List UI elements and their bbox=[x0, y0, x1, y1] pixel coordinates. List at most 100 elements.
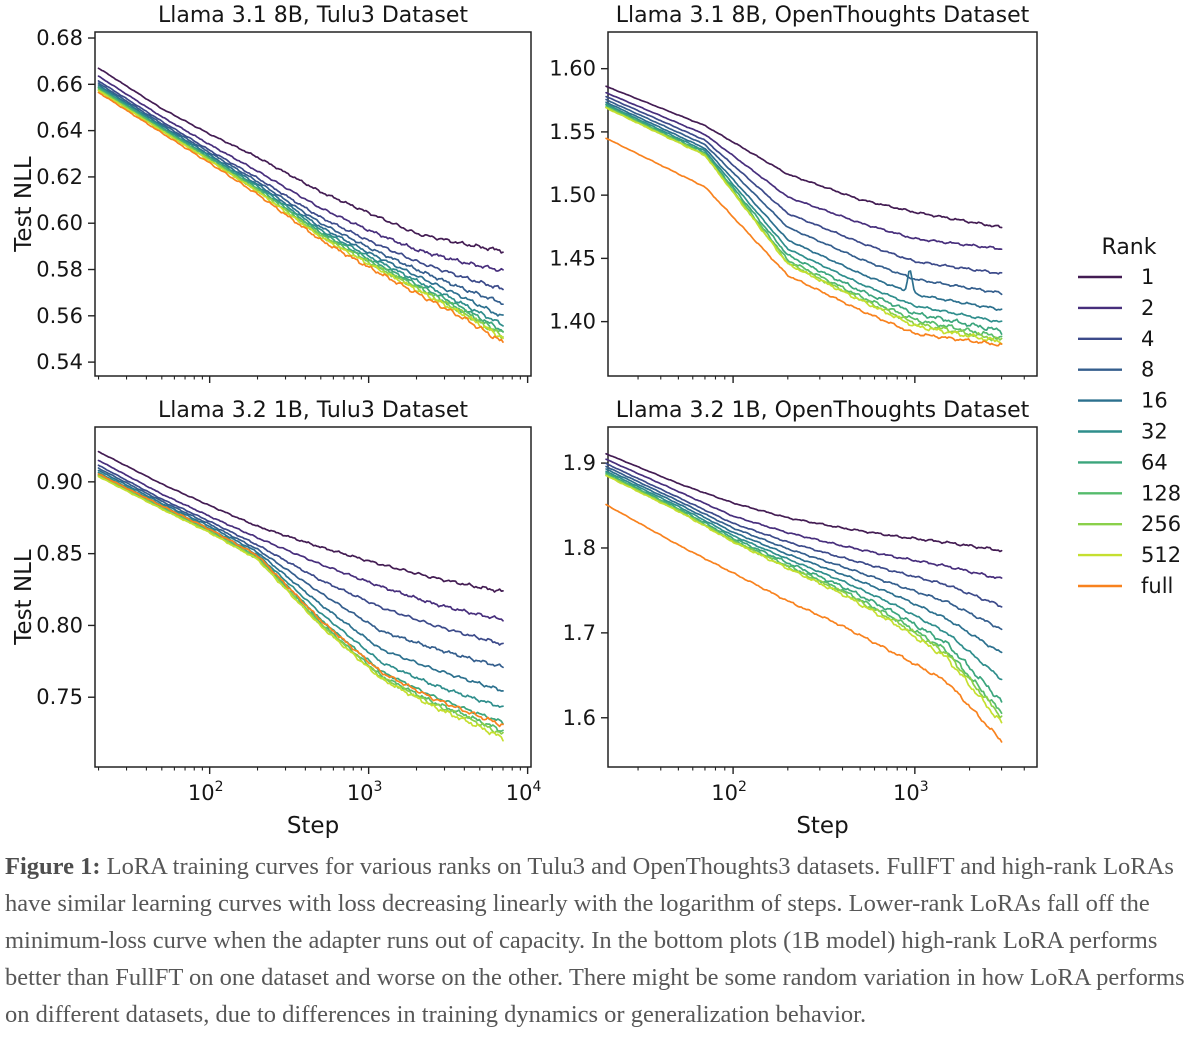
legend-entry-32: 32 bbox=[1078, 420, 1168, 444]
series-rank-full bbox=[605, 503, 1003, 743]
legend-label: 256 bbox=[1141, 512, 1181, 536]
series-rank-full bbox=[97, 473, 504, 728]
y-tick-label: 1.7 bbox=[563, 621, 596, 645]
x-axis-label: Step bbox=[287, 813, 339, 839]
y-tick-label: 0.64 bbox=[36, 119, 83, 143]
x-axis bbox=[97, 376, 529, 383]
axes-frame bbox=[94, 31, 532, 377]
legend-label: 32 bbox=[1141, 420, 1168, 444]
y-tick-label: 1.40 bbox=[549, 310, 596, 334]
legend-label: 16 bbox=[1141, 389, 1168, 413]
y-tick-label: 0.58 bbox=[36, 258, 83, 282]
legend-entry-256: 256 bbox=[1078, 512, 1181, 536]
series-rank-8 bbox=[97, 467, 504, 669]
series-rank-1 bbox=[97, 450, 504, 593]
series-rank-64 bbox=[605, 104, 1003, 335]
y-axis-label: Test NLL bbox=[11, 549, 37, 646]
y-tick-label: 1.50 bbox=[549, 183, 596, 207]
series-rank-2 bbox=[97, 75, 504, 272]
series-rank-1 bbox=[605, 452, 1003, 553]
y-tick-label: 1.9 bbox=[563, 451, 596, 475]
y-tick-label: 0.62 bbox=[36, 165, 83, 189]
plot-title: Llama 3.2 1B, Tulu3 Dataset bbox=[158, 398, 468, 423]
plot-llama-3-2-1b-openthoughts: Llama 3.2 1B, OpenThoughts Dataset 1.6 1.7… bbox=[563, 398, 1038, 839]
y-tick-label: 1.8 bbox=[563, 536, 596, 560]
y-tick-label: 0.75 bbox=[36, 685, 83, 709]
legend-label: 128 bbox=[1141, 481, 1181, 505]
series-rank-16 bbox=[97, 84, 504, 317]
legend-label: full bbox=[1141, 574, 1173, 598]
series-rank-512 bbox=[605, 106, 1003, 345]
legend-entry-2: 2 bbox=[1078, 296, 1154, 320]
legend-entry-4: 4 bbox=[1078, 327, 1154, 351]
x-tick-label: 103 bbox=[347, 779, 383, 805]
series-rank-256 bbox=[605, 474, 1003, 719]
y-tick-label: 0.90 bbox=[36, 470, 83, 494]
plot-title: Llama 3.2 1B, OpenThoughts Dataset bbox=[616, 398, 1030, 423]
x-axis: 102 103 104 bbox=[97, 767, 542, 805]
y-tick-label: 0.80 bbox=[36, 613, 83, 637]
x-axis: 102 103 bbox=[637, 767, 1025, 805]
figure-caption: Figure 1: LoRA training curves for vario… bbox=[0, 848, 1197, 1033]
y-tick-label: 0.54 bbox=[36, 350, 83, 374]
plot-title: Llama 3.1 8B, OpenThoughts Dataset bbox=[616, 3, 1030, 28]
legend-entry-1: 1 bbox=[1078, 265, 1154, 289]
legend-label: 1 bbox=[1141, 265, 1154, 289]
legend: Rank 1 2 4 8 16 32 64 128 256 512 full bbox=[1078, 235, 1181, 598]
x-axis-label: Step bbox=[796, 813, 848, 839]
figure-caption-text: LoRA training curves for various ranks o… bbox=[5, 853, 1185, 1028]
axes-frame bbox=[607, 426, 1038, 768]
series-rank-8 bbox=[605, 98, 1003, 296]
legend-entry-64: 64 bbox=[1078, 450, 1168, 474]
series-rank-full bbox=[605, 137, 1003, 347]
plot-llama-3-1-8b-openthoughts: Llama 3.1 8B, OpenThoughts Dataset1.401.… bbox=[549, 3, 1038, 383]
x-axis bbox=[637, 376, 1025, 383]
series-rank-64 bbox=[605, 471, 1003, 703]
series-rank-256 bbox=[605, 106, 1003, 342]
plot-llama-3-1-8b-tulu3: Llama 3.1 8B, Tulu3 Dataset 0.54 0.56 0.58 0… bbox=[11, 3, 532, 383]
legend-label: 4 bbox=[1141, 327, 1154, 351]
y-tick-label: 1.60 bbox=[549, 57, 596, 81]
series-rank-4 bbox=[97, 464, 504, 646]
series-rank-4 bbox=[97, 80, 504, 291]
series-rank-2 bbox=[605, 458, 1003, 580]
series-rank-32 bbox=[605, 103, 1003, 323]
legend-entry-128: 128 bbox=[1078, 481, 1181, 505]
plot-title: Llama 3.1 8B, Tulu3 Dataset bbox=[158, 3, 468, 28]
y-tick-label: 1.55 bbox=[549, 120, 596, 144]
y-axis: 1.6 1.7 1.8 1.9 bbox=[563, 451, 608, 730]
y-tick-label: 0.85 bbox=[36, 542, 83, 566]
series-rank-128 bbox=[605, 106, 1003, 341]
legend-entry-512: 512 bbox=[1078, 543, 1181, 567]
x-tick-label: 103 bbox=[893, 779, 929, 805]
legend-entry-8: 8 bbox=[1078, 358, 1154, 382]
series-rank-8 bbox=[97, 82, 504, 306]
y-tick-label: 0.56 bbox=[36, 304, 83, 328]
series-rank-512 bbox=[605, 474, 1003, 724]
series-rank-2 bbox=[97, 459, 504, 622]
x-tick-label: 102 bbox=[711, 779, 747, 805]
y-tick-label: 1.6 bbox=[563, 706, 596, 730]
legend-label: 2 bbox=[1141, 296, 1154, 320]
plot-llama-3-2-1b-tulu3: Llama 3.2 1B, Tulu3 Dataset 0.75 0.80 0.85 0… bbox=[11, 398, 542, 839]
legend-label: 8 bbox=[1141, 358, 1154, 382]
training-curves-figure: Llama 3.1 8B, Tulu3 Dataset 0.54 0.56 0.58 0… bbox=[11, 3, 1181, 839]
y-axis-label: Test NLL bbox=[11, 156, 37, 253]
x-tick-label: 102 bbox=[188, 779, 224, 805]
y-tick-label: 1.45 bbox=[549, 246, 596, 270]
series-rank-32 bbox=[605, 470, 1003, 681]
y-axis: 0.54 0.56 0.58 0.60 0.62 0.64 0.66 0.68 bbox=[36, 26, 95, 374]
legend-label: 64 bbox=[1141, 450, 1168, 474]
y-axis: 1.40 1.45 1.50 1.55 1.60 bbox=[549, 57, 608, 334]
series-rank-4 bbox=[605, 95, 1003, 275]
series-rank-16 bbox=[605, 101, 1003, 311]
axes-frame bbox=[94, 426, 532, 768]
legend-label: 512 bbox=[1141, 543, 1181, 567]
x-tick-label: 104 bbox=[506, 779, 542, 805]
axes-frame bbox=[607, 31, 1038, 377]
series-rank-512 bbox=[97, 89, 504, 340]
series-rank-8 bbox=[605, 465, 1003, 631]
series-rank-128 bbox=[97, 474, 504, 732]
figure-caption-label: Figure 1: bbox=[5, 853, 101, 880]
series-rank-16 bbox=[605, 468, 1003, 654]
